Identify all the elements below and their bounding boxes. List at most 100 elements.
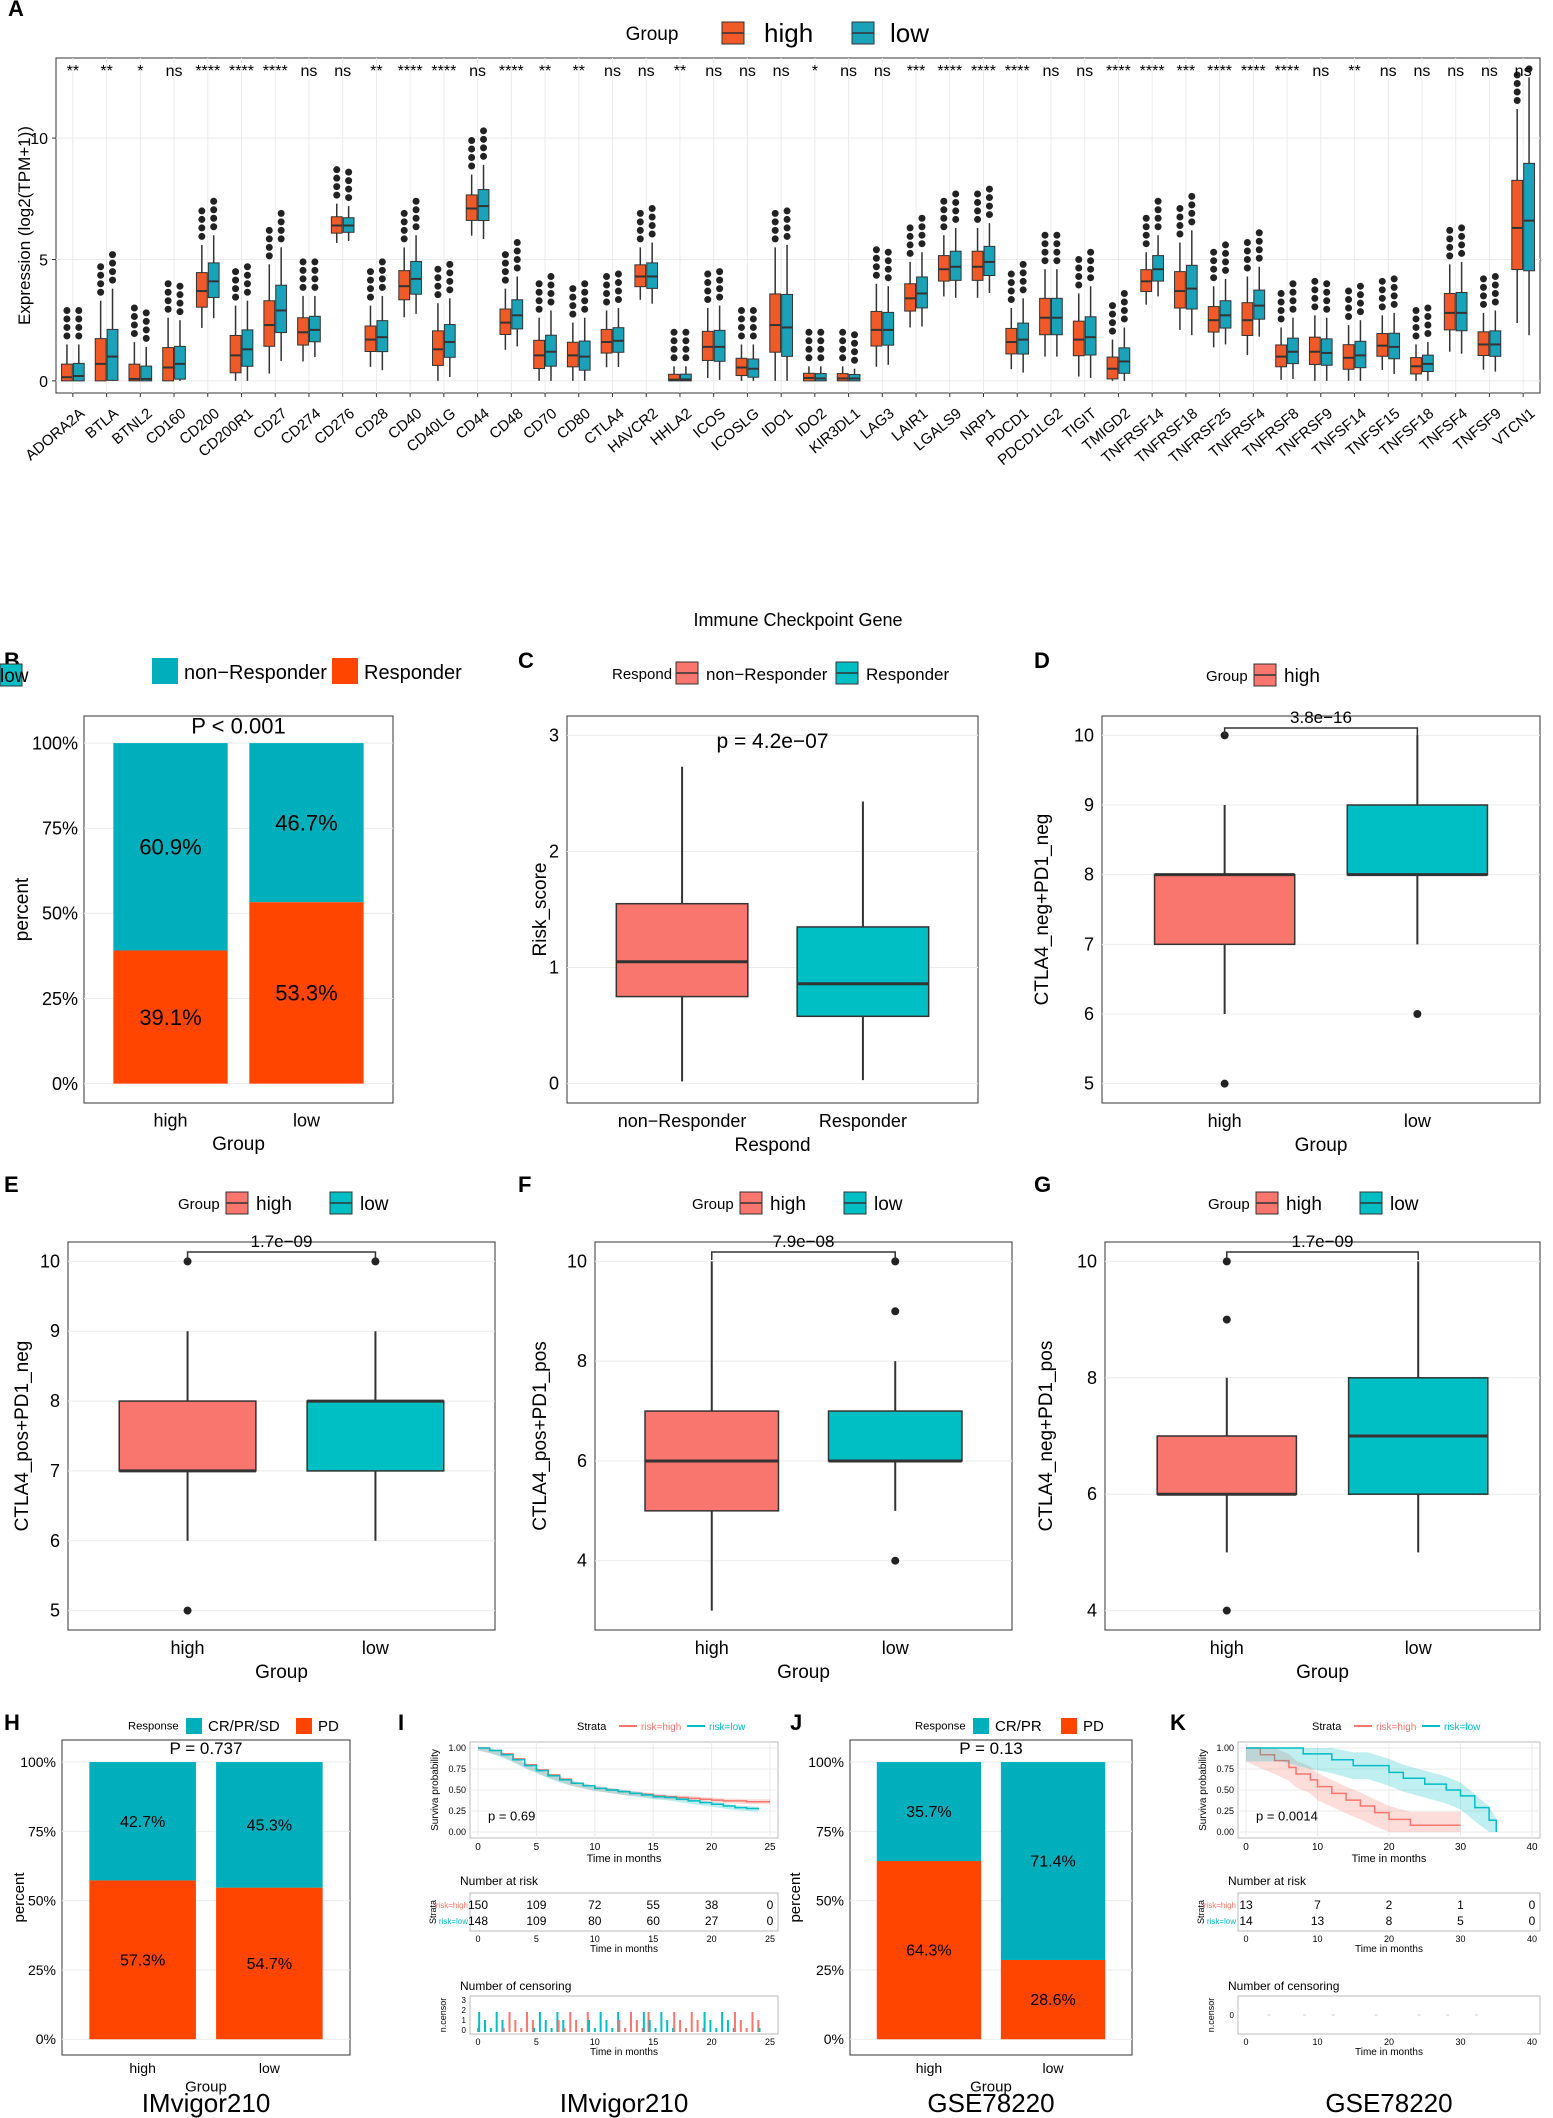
box-outlier-A — [851, 357, 858, 364]
legend-key-top-J — [973, 1718, 989, 1734]
risk-row-name-I: risk=high — [436, 1901, 468, 1910]
box-outlier-A — [1323, 306, 1330, 313]
box-high-ADORA2A — [62, 364, 73, 381]
y-tick-label-C: 2 — [549, 841, 559, 861]
risk-x-tick-I: 20 — [707, 1934, 717, 1944]
significance-label-A: *** — [907, 63, 926, 80]
box-outlier-A — [165, 280, 172, 287]
bar-label-top-B: 60.9% — [139, 834, 201, 859]
box-high-BTLA — [95, 339, 106, 381]
panel-letter-D: D — [1034, 648, 1050, 673]
y-tick-label-B: 75% — [42, 819, 78, 839]
y-tick-label-K: 0.00 — [1216, 1827, 1234, 1837]
box-low-PDCD1LG2 — [1051, 298, 1062, 334]
y-axis-label-C: Risk_score — [530, 863, 551, 957]
y-tick-label-K: 0.50 — [1216, 1785, 1234, 1795]
box-outlier-A — [772, 210, 779, 217]
x-tick-label-J: high — [916, 2060, 942, 2076]
box-outlier-A — [805, 337, 812, 344]
box-low-TIGIT — [1085, 317, 1096, 355]
bar-label-top-H: 42.7% — [120, 1814, 165, 1831]
box-outlier-A — [97, 289, 104, 296]
significance-label-A: ns — [1414, 63, 1431, 80]
risk-x-label-I: Time in months — [590, 1944, 658, 1955]
y-tick-label-F: 6 — [577, 1451, 587, 1471]
panel-letter-J: J — [790, 1710, 802, 1735]
bar-label-top-J: 71.4% — [1030, 1854, 1075, 1871]
box-outlier-A — [1210, 274, 1217, 281]
box-outlier-A — [603, 273, 610, 280]
x-axis-label-I: Time in months — [587, 1853, 662, 1865]
x-tick-label-I: 0 — [475, 1842, 481, 1853]
box-outlier-A — [851, 348, 858, 355]
x-tick-label-D: low — [1404, 1111, 1432, 1131]
y-tick-label-E: 6 — [50, 1531, 60, 1551]
x-axis-label-K: Time in months — [1352, 1853, 1427, 1865]
significance-label-A: **** — [1106, 63, 1131, 80]
box-outlier-A — [244, 280, 251, 287]
box-outlier-A — [198, 233, 205, 240]
box-outlier-A — [750, 332, 757, 339]
box-outlier-A — [401, 218, 408, 225]
risk-value-K: 0 — [1529, 1914, 1536, 1928]
box-outlier-A — [603, 290, 610, 297]
y-axis-label-G: CTLA4_neg+PD1_pos — [1036, 1341, 1057, 1532]
bar-label-bottom-H: 54.7% — [247, 1956, 292, 1973]
box-outlier-A — [210, 215, 217, 222]
box-outlier-A — [1188, 218, 1195, 225]
legend-title-D: Group — [1206, 668, 1248, 685]
risk-value-I: 60 — [647, 1914, 661, 1928]
box-outlier-A — [480, 136, 487, 143]
box-high-CD160 — [163, 348, 174, 381]
legend-label-0-E: high — [256, 1194, 292, 1215]
box-outlier-A — [671, 354, 678, 361]
box-outlier-A — [1008, 288, 1015, 295]
box-outlier-A — [637, 210, 644, 217]
x-axis-label-E: Group — [255, 1662, 308, 1683]
significance-label-A: **** — [431, 63, 456, 80]
censor-x-tick-I: 10 — [590, 2037, 600, 2047]
box-outlier-A — [918, 223, 925, 230]
box-outlier-A — [536, 289, 543, 296]
box-outlier-A — [1311, 303, 1318, 310]
box-outlier-A — [446, 269, 453, 276]
x-tick-label-I: 20 — [706, 1842, 718, 1853]
box-outlier-A — [278, 235, 285, 242]
box-outlier-A — [1413, 307, 1420, 314]
box-outlier-A — [784, 207, 791, 214]
y-tick-label-I: 0.50 — [448, 1785, 466, 1795]
box-outlier-A — [266, 244, 273, 251]
risk-value-I: 0 — [767, 1898, 774, 1912]
legend-label-1-I: risk=low — [709, 1722, 746, 1733]
box-outlier-A — [1155, 223, 1162, 230]
box-outlier-A — [1379, 278, 1386, 285]
box-outlier-A — [817, 346, 824, 353]
box-outlier-A — [581, 306, 588, 313]
significance-label-A: *** — [1177, 63, 1196, 80]
box-outlier-A — [63, 332, 70, 339]
box-outlier-A — [232, 294, 239, 301]
box-outlier-A — [839, 354, 846, 361]
significance-label-A: ns — [840, 63, 857, 80]
box-outlier-A — [986, 194, 993, 201]
significance-label-A: **** — [229, 63, 254, 80]
box-outlier-A — [63, 315, 70, 322]
significance-label-A: ** — [67, 63, 79, 80]
legend-title-E: Group — [178, 1196, 220, 1213]
risk-value-I: 27 — [705, 1914, 719, 1928]
risk-table-I — [470, 1893, 778, 1931]
box-low-CD40LG — [444, 325, 455, 358]
censor-y-label-I: n.censor — [438, 1998, 448, 2033]
box-0-C — [616, 904, 748, 997]
box-outlier-A — [176, 300, 183, 307]
box-outlier-A — [918, 240, 925, 247]
box-outlier-A — [143, 326, 150, 333]
risk-row-name-K: risk=high — [1204, 1901, 1236, 1910]
censor-y-tick-I: 0 — [462, 2026, 467, 2035]
box-outlier-A — [198, 207, 205, 214]
x-tick-label-B: low — [293, 1110, 321, 1130]
box-outlier-A — [1020, 278, 1027, 285]
box-outlier-A — [637, 235, 644, 242]
box-outlier-A — [569, 302, 576, 309]
box-outlier-A — [1413, 324, 1420, 331]
